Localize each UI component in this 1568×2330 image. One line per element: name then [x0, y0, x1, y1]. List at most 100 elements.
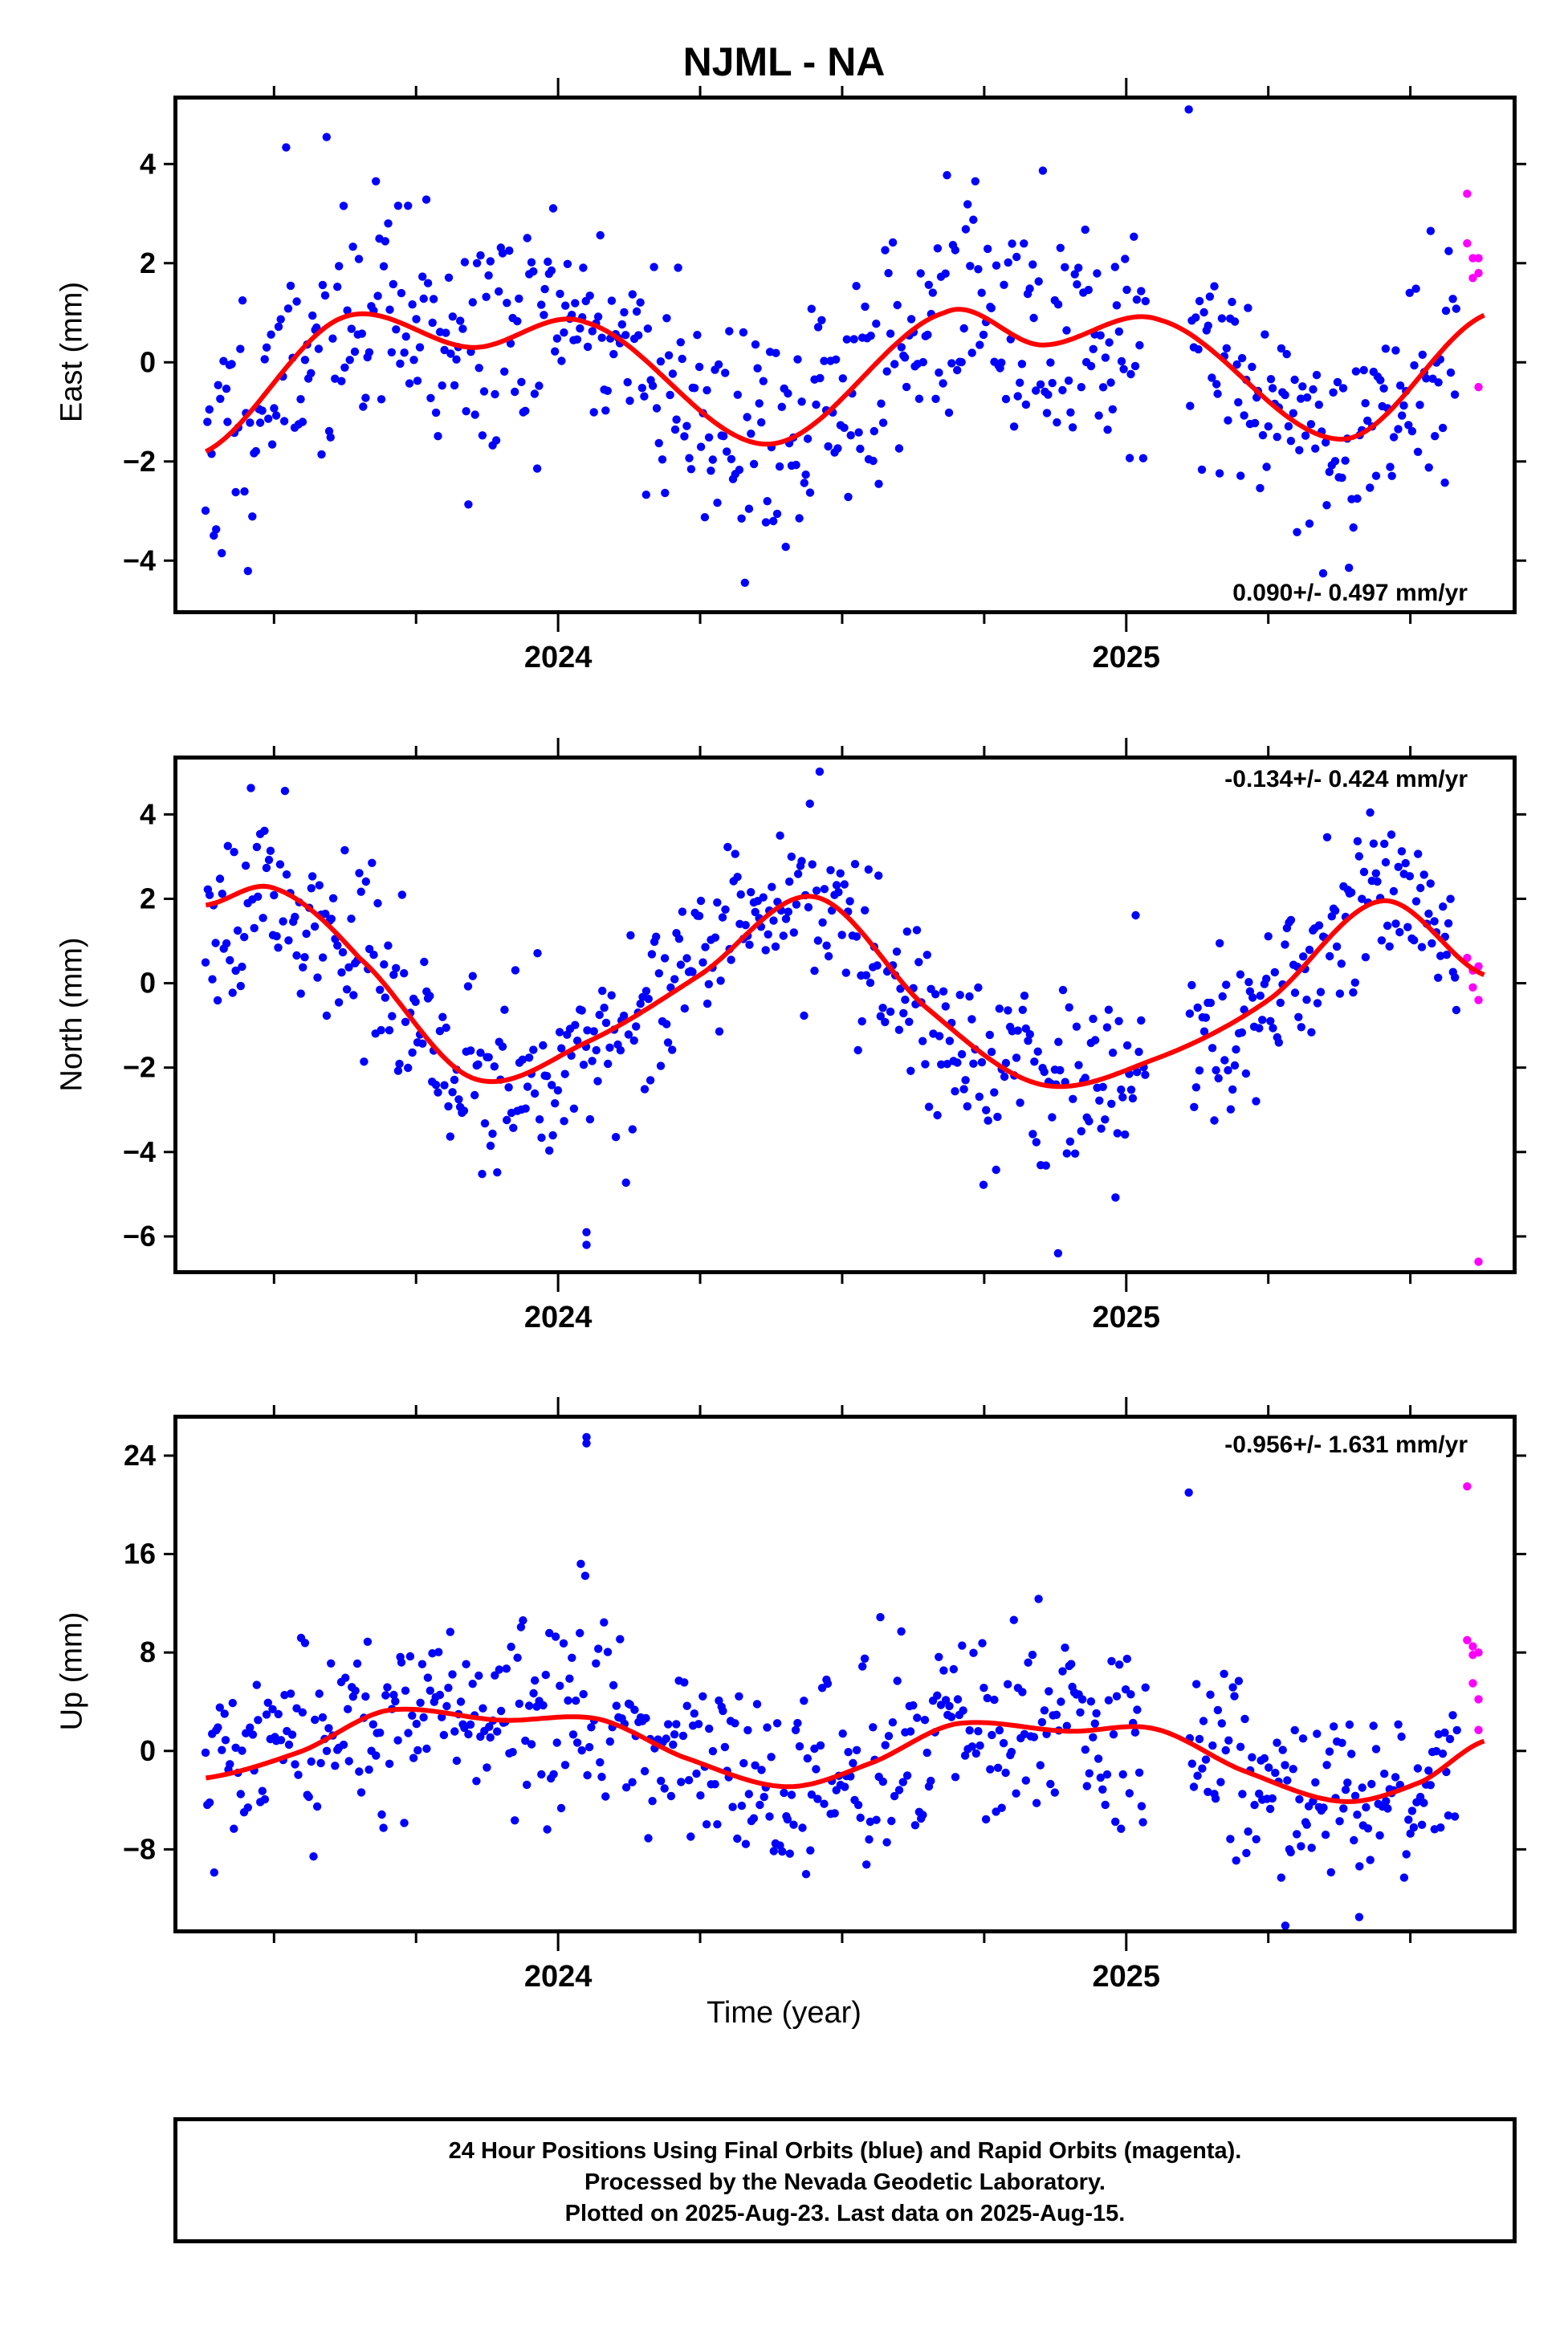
up-final-point [890, 1791, 899, 1801]
up-final-point [1134, 1768, 1144, 1777]
north-final-point [385, 1026, 394, 1035]
up-final-point [397, 1658, 406, 1667]
north-final-point [931, 990, 940, 999]
east-final-point [727, 454, 736, 463]
north-final-point [426, 992, 434, 1000]
up-final-point [823, 1679, 833, 1688]
north-final-point [1270, 967, 1280, 977]
north-final-point [918, 1037, 927, 1045]
north-final-point [238, 962, 246, 972]
north-final-point [820, 885, 829, 894]
east-final-point [747, 430, 755, 438]
north-final-point [300, 953, 309, 962]
up-final-point [1122, 1654, 1132, 1664]
east-final-point [396, 359, 405, 369]
up-final-point [579, 1689, 588, 1699]
east-final-point [529, 267, 538, 276]
north-final-point [939, 987, 948, 996]
north-final-point [1326, 951, 1334, 961]
up-final-point [1371, 1745, 1381, 1754]
east-final-point [572, 335, 582, 344]
up-final-point [876, 1613, 885, 1622]
east-final-point [1371, 471, 1381, 480]
up-final-point [263, 1698, 272, 1707]
north-final-point [523, 1082, 532, 1091]
up-final-point [552, 1738, 561, 1747]
east-final-point [861, 302, 870, 312]
east-final-point [1112, 301, 1122, 310]
north-final-point [349, 991, 358, 1000]
north-final-point [1264, 932, 1273, 941]
up-ytick-label: 16 [124, 1538, 156, 1570]
north-final-point [537, 1133, 546, 1143]
east-final-point [219, 356, 228, 365]
north-final-point [266, 846, 275, 855]
up-final-point [583, 1770, 592, 1780]
north-final-point [592, 1045, 601, 1055]
east-final-point [1418, 350, 1427, 359]
north-final-point [474, 1060, 483, 1069]
up-final-point [978, 1639, 987, 1648]
east-final-point [1224, 416, 1232, 425]
east-final-point [1021, 400, 1031, 409]
east-final-point [884, 269, 893, 278]
east-final-point [1053, 418, 1061, 427]
north-final-point [1349, 988, 1358, 997]
east-final-point [556, 289, 564, 299]
up-final-point [1220, 1669, 1228, 1678]
up-final-point [953, 1695, 963, 1704]
north-final-point [1391, 919, 1400, 928]
north-final-point [486, 1141, 495, 1151]
north-final-point [789, 928, 798, 937]
up-rapid-point [1463, 1482, 1472, 1491]
east-final-point [947, 359, 956, 368]
north-final-point [1218, 992, 1227, 1001]
north-final-point [607, 991, 616, 1000]
east-final-point [704, 433, 714, 442]
east-final-point [869, 456, 878, 466]
east-final-point [833, 444, 842, 453]
east-final-point [664, 351, 674, 360]
up-final-point [1325, 1747, 1334, 1756]
north-final-point [1405, 872, 1415, 881]
north-final-point [280, 786, 290, 796]
north-final-point [957, 1049, 967, 1059]
up-final-point [616, 1635, 625, 1644]
north-final-point [1193, 1003, 1202, 1012]
east-final-point [214, 381, 222, 389]
up-final-point [741, 1839, 751, 1848]
north-final-point [488, 1129, 497, 1139]
north-final-point [299, 963, 307, 972]
north-final-point [480, 1119, 490, 1128]
east-final-point [696, 442, 706, 451]
north-final-point [530, 1089, 540, 1098]
east-final-point [593, 312, 603, 321]
north-final-point [1122, 1041, 1132, 1050]
east-final-point [255, 418, 265, 427]
east-final-point [1413, 447, 1423, 456]
north-final-point [1024, 1037, 1032, 1045]
up-final-point [462, 1660, 470, 1668]
east-final-point [1248, 362, 1256, 372]
up-final-point [401, 1686, 410, 1695]
chart-title: NJML - NA [682, 39, 886, 84]
up-final-point [524, 1701, 534, 1710]
up-final-point [918, 1811, 927, 1819]
east-final-point [792, 460, 800, 470]
east-final-point [870, 426, 878, 436]
east-final-point [725, 327, 734, 336]
east-final-point [801, 470, 810, 479]
north-final-point [381, 993, 389, 1002]
north-final-point [660, 954, 670, 963]
up-rapid-point [1468, 1679, 1477, 1688]
north-final-point [688, 967, 697, 976]
up-final-point [230, 1824, 238, 1833]
up-final-point [1213, 1705, 1223, 1715]
north-final-point [1185, 1009, 1195, 1018]
up-final-point [472, 1777, 481, 1786]
north-final-point [636, 1000, 645, 1008]
east-final-point [757, 418, 766, 427]
up-final-point [363, 1637, 373, 1646]
up-final-point [260, 1794, 270, 1804]
up-final-point [1298, 1734, 1308, 1743]
